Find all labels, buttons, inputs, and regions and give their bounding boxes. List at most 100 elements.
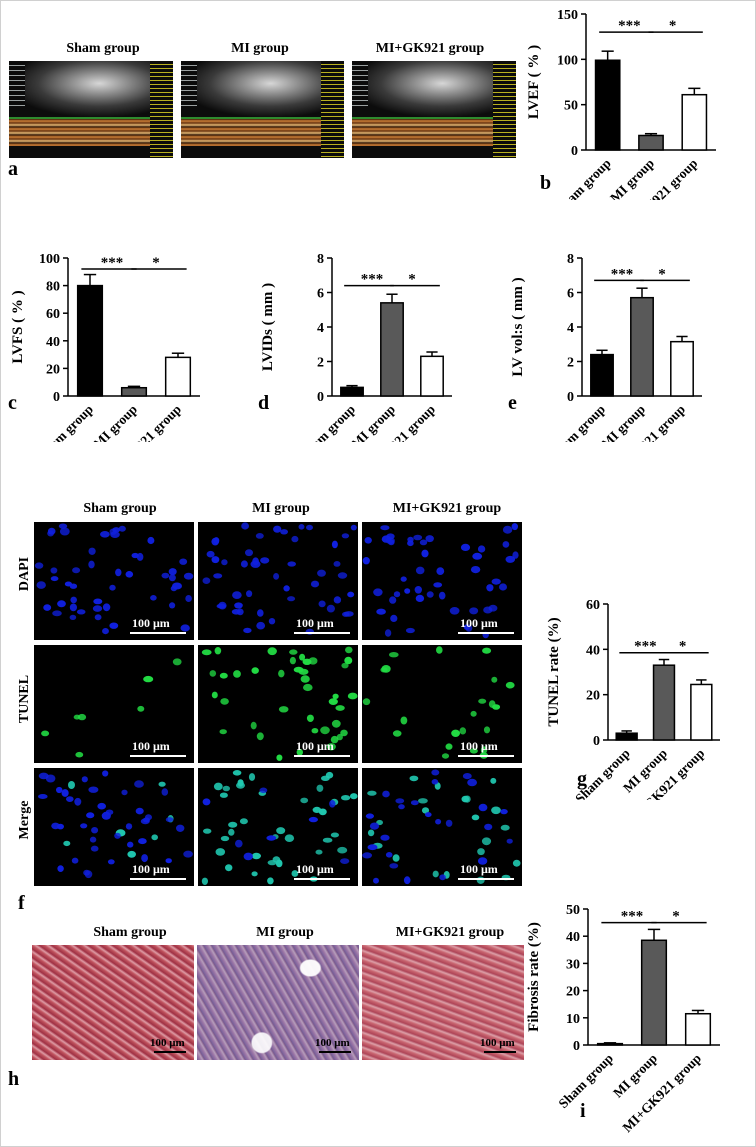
fluor-scale-label: 100 μm: [460, 862, 498, 876]
panel-h-title-mi: MI group: [256, 925, 314, 940]
significance-label-0: ***: [101, 255, 124, 271]
row-label-dapi: DAPI: [17, 556, 32, 592]
y-tick-label: 20: [46, 362, 60, 377]
histology-image-sham: 100 μm: [32, 945, 194, 1060]
panel-letter-f: f: [18, 892, 25, 914]
bar-2: [690, 683, 713, 741]
y-tick-label: 40: [566, 930, 580, 945]
x-tick-label-1: MI group: [348, 402, 398, 442]
y-tick-label: 100: [39, 252, 60, 267]
fluor-scale-label: 100 μm: [460, 739, 498, 753]
y-axis-label: LVFS ( % ): [10, 290, 26, 363]
panel-letter-g: g: [577, 768, 587, 790]
panel-f-title-mi: MI group: [252, 501, 310, 516]
x-tick-label-2: MI+GK921 group: [620, 1051, 705, 1136]
significance-label-1: *: [152, 255, 160, 271]
fluor-scale-label: 100 μm: [296, 862, 334, 876]
histology-scale-bar-gk: [484, 1051, 516, 1053]
panel-letter-c: c: [8, 392, 17, 414]
echo-image-mi: [181, 61, 344, 158]
x-tick-label-0: Sham group: [548, 402, 609, 442]
bar-2: [681, 93, 708, 151]
y-axis-label: LVIDs ( mm ): [260, 283, 276, 371]
panel-h-title-sham: Sham group: [93, 925, 167, 940]
significance-label-0: ***: [621, 909, 644, 925]
x-tick-label-0: Sham group: [298, 402, 359, 442]
fluor-image-tunel-gk: 100 μm: [362, 645, 522, 763]
panel-a-title-mi: MI group: [231, 41, 289, 56]
panel-a-title-sham: Sham group: [66, 41, 140, 56]
panel-f-title-sham: Sham group: [83, 501, 157, 516]
fluor-scale-label: 100 μm: [296, 616, 334, 630]
fluor-image-merge-mi: 100 μm: [198, 768, 358, 886]
fluor-image-dapi-mi: 100 μm: [198, 522, 358, 640]
fluor-scale-bar: [130, 755, 186, 757]
significance-label-1: *: [658, 266, 666, 282]
y-tick-label: 20: [586, 689, 600, 704]
fluor-scale-bar: [458, 632, 514, 634]
y-tick-label: 2: [317, 356, 324, 371]
y-tick-label: 0: [593, 734, 600, 749]
fluor-image-merge-gk: 100 μm: [362, 768, 522, 886]
fluor-scale-bar: [294, 632, 350, 634]
y-axis-label: TUNEL rate (%): [546, 617, 562, 726]
y-tick-label: 30: [566, 957, 580, 972]
y-tick-label: 60: [586, 598, 600, 613]
echo-image-gk: [352, 61, 516, 158]
bar-0: [594, 59, 621, 151]
fluor-scale-label: 100 μm: [460, 616, 498, 630]
panel-h-title-gk: MI+GK921 group: [395, 925, 505, 940]
y-tick-label: 4: [317, 321, 324, 336]
fluor-image-dapi-gk: 100 μm: [362, 522, 522, 640]
x-tick-label-1: MI group: [607, 156, 657, 200]
y-tick-label: 80: [46, 280, 60, 295]
panel-a-title-gk: MI+GK921 group: [375, 41, 485, 56]
fluor-image-tunel-mi: 100 μm: [198, 645, 358, 763]
bar-2: [670, 340, 694, 397]
y-tick-label: 2: [567, 356, 574, 371]
fluor-scale-bar: [130, 878, 186, 880]
fluor-scale-bar: [130, 632, 186, 634]
bar-1: [380, 302, 404, 397]
histology-scale-label-gk: 100 μm: [480, 1037, 515, 1049]
panel-letter-h: h: [8, 1068, 20, 1090]
x-tick-label-1: MI group: [90, 402, 140, 442]
significance-label-1: *: [408, 272, 416, 288]
y-tick-label: 40: [586, 643, 600, 658]
y-tick-label: 6: [317, 287, 324, 302]
panel-letter-d: d: [258, 392, 270, 414]
y-tick-label: 40: [46, 335, 60, 350]
bar-0: [596, 1042, 624, 1046]
y-tick-label: 50: [566, 903, 580, 918]
bar-1: [638, 134, 664, 151]
fluor-scale-label: 100 μm: [296, 739, 334, 753]
y-axis-label: Fibrosis rate (%): [526, 922, 542, 1032]
significance-label-1: *: [672, 909, 680, 925]
significance-label-0: ***: [611, 266, 634, 282]
y-tick-label: 0: [567, 390, 574, 405]
bar-1: [652, 664, 676, 741]
y-axis-label: LV vol:s ( mm ): [510, 277, 526, 376]
bar-2: [684, 1012, 712, 1046]
bar-0: [590, 353, 614, 397]
panel-letter-b: b: [540, 172, 552, 194]
x-tick-label-1: MI group: [598, 402, 648, 442]
significance-label-1: *: [669, 18, 677, 34]
x-tick-label-0: Sham group: [36, 402, 97, 442]
fluor-scale-bar: [458, 755, 514, 757]
y-tick-label: 60: [46, 307, 60, 322]
fluor-image-tunel-sham: 100 μm: [34, 645, 194, 763]
fluor-scale-bar: [294, 755, 350, 757]
panel-f-title-gk: MI+GK921 group: [392, 501, 502, 516]
row-label-tunel: TUNEL: [17, 674, 32, 724]
bar-1: [120, 386, 148, 397]
fluor-image-merge-sham: 100 μm: [34, 768, 194, 886]
significance-label-0: ***: [634, 639, 657, 655]
panel-letter-e: e: [508, 392, 517, 414]
